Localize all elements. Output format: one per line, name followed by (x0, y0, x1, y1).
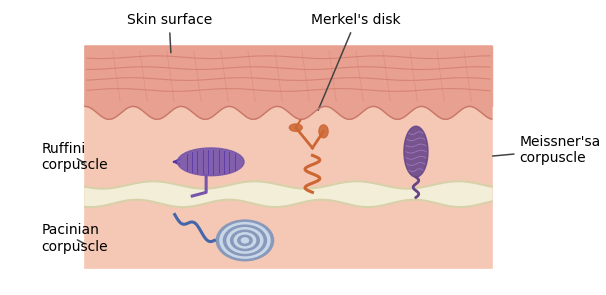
Ellipse shape (227, 228, 263, 253)
Ellipse shape (238, 235, 252, 245)
Ellipse shape (234, 233, 256, 248)
Ellipse shape (216, 220, 273, 261)
Ellipse shape (404, 126, 428, 177)
Bar (85, 46, 491, 268)
Ellipse shape (178, 148, 244, 176)
Text: Pacinian
corpuscle: Pacinian corpuscle (42, 223, 108, 254)
Ellipse shape (289, 124, 302, 131)
Ellipse shape (231, 230, 259, 250)
Bar (85, 46, 491, 106)
Ellipse shape (319, 125, 328, 138)
Polygon shape (85, 181, 491, 207)
Ellipse shape (220, 223, 270, 258)
Text: Meissner'sa
corpuscle: Meissner'sa corpuscle (493, 135, 601, 165)
Polygon shape (85, 46, 491, 119)
Ellipse shape (224, 225, 267, 256)
Text: Merkel's disk: Merkel's disk (311, 13, 401, 110)
Text: Ruffini
corpuscle: Ruffini corpuscle (42, 142, 108, 172)
Ellipse shape (241, 238, 248, 243)
Text: Skin surface: Skin surface (127, 13, 211, 53)
